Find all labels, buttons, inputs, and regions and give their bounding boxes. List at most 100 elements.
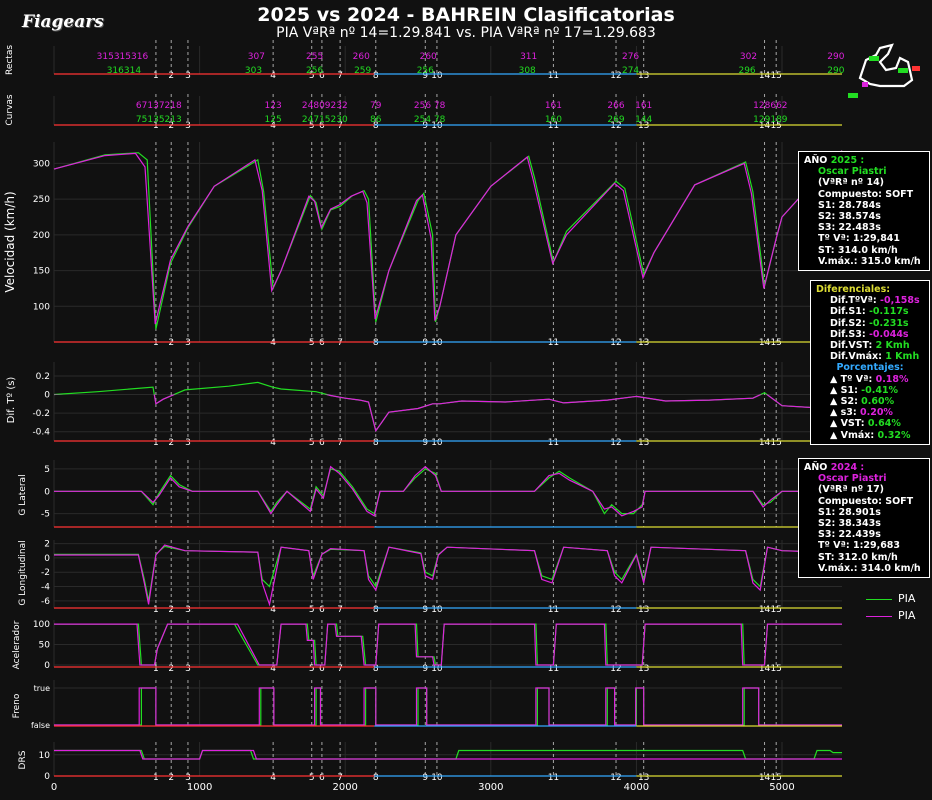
pct-value: 0.64%: [867, 418, 901, 430]
corner-label: 15: [770, 71, 781, 81]
track-marker-green: [848, 93, 858, 98]
box-2024-vmax: V.máx.: 314.0 km/h: [818, 562, 921, 574]
legend-item-2024[interactable]: PIA: [866, 609, 915, 622]
curvas-bottom-label: 254 78: [414, 115, 446, 125]
axis-label: G Lateral: [18, 474, 28, 515]
y-tick-label: -4: [41, 583, 50, 593]
y-tick-label: true: [34, 684, 50, 693]
corner-label: 8: [373, 71, 379, 81]
rectas-bottom-label: 274: [622, 66, 639, 76]
box-2024-compound: Compuesto: SOFT: [818, 495, 914, 507]
corner-label: 14: [759, 338, 771, 348]
diff-box: Diferenciales: Dif.TºVª: -0,158s Dif.S1: …: [810, 280, 930, 445]
box-2024-header-label: AÑO: [804, 462, 831, 473]
rectas-top-label: 255: [306, 52, 323, 62]
axis-label: G Longitudinal: [18, 540, 28, 605]
pct-value: 0.18%: [875, 373, 909, 385]
box-2025-laptime: Tº Vª: 1:29,841: [818, 233, 901, 245]
corner-label: 8: [373, 773, 379, 783]
corner-label: 6: [319, 71, 325, 81]
brand-logo: Fiagears: [22, 12, 104, 32]
corner-label: 7: [337, 773, 343, 783]
curvas-top-label: 161: [545, 101, 562, 111]
corner-label: 6: [319, 121, 325, 131]
corner-label: 10: [431, 605, 443, 615]
box-2025-vmax: V.máx.: 315.0 km/h: [818, 255, 921, 267]
corner-label: 14: [759, 773, 771, 783]
corner-label: 1: [153, 121, 159, 131]
delta-line-positive: [53, 381, 843, 433]
corner-label: 11: [548, 438, 559, 448]
corner-label: 1: [153, 338, 159, 348]
corner-label: 7: [337, 338, 343, 348]
box-2024-lap: (VªRª nº 17): [818, 484, 885, 496]
axis-label: Velocidad (km/h): [3, 191, 17, 292]
diff-row: Dif.Vmáx: 1 Kmh: [816, 351, 924, 362]
chart-subtitle: PIA VªRª nº 14=1.29.841 vs. PIA VªRª nº …: [276, 25, 656, 41]
diff-row: Dif.S3: -0.044s: [816, 329, 924, 340]
corner-label: 11: [548, 773, 559, 783]
legend-item-2025[interactable]: PIA: [866, 592, 915, 605]
rectas-top-label: 260: [420, 52, 437, 62]
axis-label: DRS: [18, 750, 28, 769]
corner-label: 4: [270, 773, 276, 783]
chart-title: 2025 vs 2024 - BAHREIN Clasificatorias: [257, 4, 675, 26]
corner-label: 4: [270, 338, 276, 348]
curvas-bottom-label: 125: [265, 115, 282, 125]
corner-label: 5: [309, 773, 315, 783]
diff-header: Diferenciales:: [816, 284, 891, 295]
corner-label: 8: [373, 338, 379, 348]
corner-label: 11: [548, 121, 559, 131]
corner-label: 12: [610, 121, 621, 131]
corner-label: 15: [770, 438, 781, 448]
rectas-top-label: 315315316: [97, 52, 149, 62]
corner-label: 15: [770, 605, 781, 615]
corner-label: 6: [319, 605, 325, 615]
pct-row: ▲ Vmáx: 0.32%: [816, 430, 924, 441]
corner-label: 13: [638, 121, 649, 131]
curvas-top-label: 161: [635, 101, 652, 111]
info-box-2024: AÑO 2024 : Oscar Piastri (VªRª nº 17) Co…: [798, 458, 930, 579]
curvas-top-label: 256 78: [414, 101, 446, 111]
corner-label: 10: [431, 338, 443, 348]
corner-label: 15: [770, 773, 781, 783]
corner-label: 2: [168, 71, 174, 81]
corner-label: 15: [770, 338, 781, 348]
rectas-bottom-label: 303: [245, 66, 262, 76]
rectas-top-label: 307: [248, 52, 265, 62]
y-tick-label: 5: [44, 465, 50, 475]
corner-label: 11: [548, 605, 559, 615]
corner-label: 14: [759, 438, 771, 448]
box-2024-s1: S1: 28.901s: [818, 506, 881, 518]
y-tick-label: 2: [44, 540, 50, 550]
delta-line-negative: [54, 394, 842, 433]
track-marker-magenta: [862, 82, 868, 87]
corner-label: 6: [319, 664, 325, 674]
glat-series-line: [54, 465, 842, 517]
y-tick-label: 100: [33, 302, 50, 312]
rectas-top-label: 311: [520, 52, 537, 62]
corner-label: 1: [153, 71, 159, 81]
curvas-bottom-label: 24715230: [302, 115, 348, 125]
axis-label: Freno: [12, 693, 22, 718]
corner-label: 10: [431, 773, 443, 783]
box-2024-s2: S2: 38.343s: [818, 518, 881, 530]
legend: PIA PIA: [866, 592, 915, 622]
diff-label: Dif.S3:: [830, 328, 869, 340]
corner-label: 10: [431, 664, 443, 674]
corner-label: 6: [319, 338, 325, 348]
y-tick-label: 300: [33, 159, 50, 169]
corner-label: 10: [431, 438, 443, 448]
corner-label: 2: [168, 664, 174, 674]
box-2025-st: ST: 314.0 km/h: [818, 244, 898, 256]
box-2025-s1: S1: 28.784s: [818, 199, 881, 211]
y-tick-label: 10: [39, 751, 51, 761]
corner-label: 5: [309, 121, 315, 131]
corner-label: 9: [422, 121, 428, 131]
corner-label: 1: [153, 664, 159, 674]
legend-label-2025: PIA: [898, 592, 916, 605]
corner-label: 13: [638, 338, 649, 348]
curvas-top-label: 123: [265, 101, 282, 111]
box-2025-lap: (VªRª nº 14): [818, 177, 885, 189]
curvas-bottom-label: 86: [370, 115, 382, 125]
